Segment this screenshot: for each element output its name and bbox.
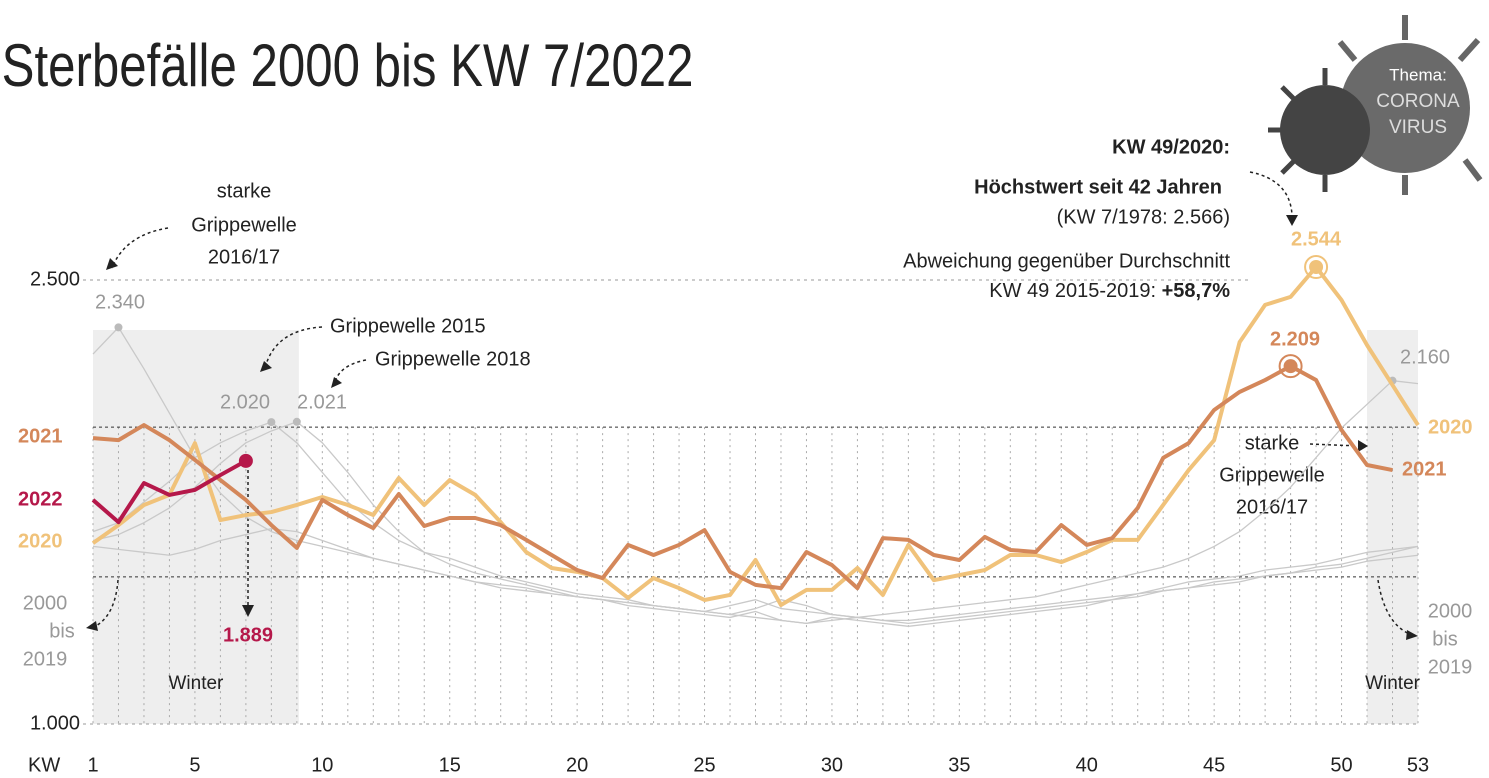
x-tick-label: 5 — [189, 754, 200, 776]
series-label: 2022 — [18, 488, 63, 510]
peak-label: 2.160 — [1400, 346, 1450, 368]
peak-label: 1.889 — [223, 624, 273, 646]
x-axis-label: KW — [28, 754, 60, 776]
annotation: 2016/17 — [1236, 496, 1308, 518]
badge-text: CORONA — [1376, 91, 1460, 112]
gray-label: 2000 — [1428, 600, 1473, 622]
series-label: 2021 — [18, 425, 63, 447]
gray-label: bis — [1432, 628, 1458, 650]
x-tick-label: 35 — [948, 754, 970, 776]
peak-dot — [1283, 359, 1298, 374]
gray-line — [92, 421, 1419, 625]
annotation: KW 49/2020: — [1112, 136, 1230, 158]
winter-band — [1367, 330, 1418, 725]
winter-band — [93, 330, 299, 725]
peak-dot — [238, 453, 253, 468]
winter-label: Winter — [168, 673, 224, 694]
gray-label: 2019 — [23, 648, 68, 670]
x-tick-label: 45 — [1203, 754, 1225, 776]
peak-dot — [267, 418, 276, 427]
series-label: 2021 — [1402, 458, 1447, 480]
annotation: KW 49 2015-2019: — [989, 280, 1161, 302]
series-line — [91, 264, 1420, 608]
badge: Thema: CORONA VIRUS — [1268, 15, 1483, 195]
y-tick-label: 2.500 — [30, 268, 80, 290]
gray-line — [92, 326, 1419, 627]
annotation: Grippewelle — [191, 214, 297, 236]
annotation: Abweichung gegenüber Durchschnitt — [903, 250, 1230, 272]
series-label: 2020 — [1428, 416, 1473, 438]
series-label: 2020 — [18, 530, 63, 552]
chart-title: Sterbefälle 2000 bis KW 7/2022 — [2, 31, 694, 99]
x-tick-label: 1 — [87, 754, 98, 776]
annotation: Grippewelle — [1219, 464, 1325, 486]
annotation: Grippewelle 2018 — [375, 348, 531, 370]
peak-label: 2.021 — [297, 391, 347, 413]
gray-line — [92, 421, 1419, 622]
peak-label: 2.340 — [95, 291, 145, 313]
annotation: Höchstwert seit 42 Jahren — [974, 176, 1222, 198]
annotation: 2016/17 — [208, 246, 280, 268]
series-line — [91, 459, 247, 525]
peak-dot — [292, 417, 301, 426]
winter-label: Winter — [1365, 673, 1421, 694]
peak-dot — [114, 323, 123, 332]
badge-text: VIRUS — [1389, 117, 1447, 138]
peak-ring — [1304, 254, 1329, 279]
x-tick-label: 40 — [1076, 754, 1098, 776]
arrows — [86, 171, 1418, 640]
peak-label: 2.209 — [1270, 328, 1320, 350]
x-tick-label: 25 — [693, 754, 715, 776]
peak-label: 2.020 — [220, 391, 270, 413]
badge-text: Thema: — [1389, 65, 1447, 84]
annotation: starke — [1245, 432, 1299, 454]
annotation: +58,7% — [1162, 280, 1231, 302]
peak-ring — [1278, 354, 1303, 379]
annotation: starke — [217, 180, 271, 202]
x-tick-label: 53 — [1407, 754, 1429, 776]
x-tick-label: 20 — [566, 754, 588, 776]
x-tick-label: 10 — [311, 754, 333, 776]
gray-label: bis — [49, 620, 75, 642]
series-line — [92, 364, 1393, 591]
y-tick-label: 1.000 — [30, 712, 80, 734]
annotation: KW 49 2015-2019: +58,7% — [989, 280, 1230, 302]
peak-label: 2.544 — [1291, 228, 1342, 250]
annotation: Grippewelle 2015 — [330, 315, 486, 337]
peak-dot — [1309, 259, 1324, 274]
gray-label: 2019 — [1428, 656, 1473, 678]
x-tick-label: 15 — [439, 754, 461, 776]
gray-label: 2000 — [23, 592, 68, 614]
x-tick-label: 30 — [821, 754, 843, 776]
annotation: (KW 7/1978: 2.566) — [1057, 206, 1230, 228]
gray-line — [92, 380, 1419, 625]
x-tick-label: 50 — [1330, 754, 1352, 776]
